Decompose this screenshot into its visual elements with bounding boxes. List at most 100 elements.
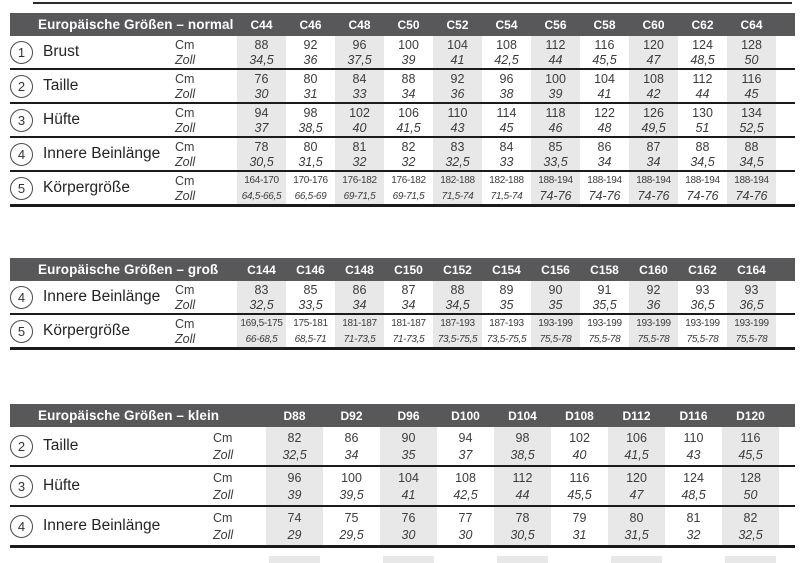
value-band: 193-199 75,5-78 xyxy=(678,315,727,347)
zoll-value: 64,5-66,5 xyxy=(241,190,282,202)
measure-label-cell: 2 Taille xyxy=(10,427,205,467)
cm-value: 193-199 xyxy=(538,317,573,329)
value-band: 124 48,5 xyxy=(665,467,722,505)
zoll-value: 43 xyxy=(686,447,701,462)
cm-value: 80 xyxy=(303,71,318,86)
zoll-value: 74-76 xyxy=(735,188,768,203)
value-cell-D96: 90 35 xyxy=(380,427,437,467)
unit-zoll-label: Zoll xyxy=(175,86,196,101)
zoll-value: 40 xyxy=(572,447,587,462)
cm-value: 181-187 xyxy=(342,317,377,329)
value-cell-D88: 82 32,5 xyxy=(266,427,323,467)
zoll-value: 46 xyxy=(548,120,563,135)
cm-value: 169,5-175 xyxy=(240,317,283,329)
size-header-C60: C60 xyxy=(629,13,678,36)
zoll-value: 33,5 xyxy=(298,297,323,312)
cm-value: 87 xyxy=(401,282,416,297)
value-cell-C52: 110 43 xyxy=(433,104,482,138)
value-band: 86 34 xyxy=(580,138,629,170)
value-band: 86 34 xyxy=(323,427,380,465)
value-band: 88 34,5 xyxy=(727,138,776,170)
value-band: 106 41,5 xyxy=(608,427,665,465)
cm-value: 82 xyxy=(743,510,758,525)
value-cell-C154: 89 35 xyxy=(482,281,531,315)
size-header-D120: D120 xyxy=(722,404,779,427)
cm-value: 92 xyxy=(303,37,318,52)
zoll-value: 36 xyxy=(646,297,661,312)
zoll-value: 38 xyxy=(499,86,514,101)
cm-value: 84 xyxy=(352,71,367,86)
zoll-value: 44 xyxy=(515,487,530,502)
cm-value: 86 xyxy=(352,282,367,297)
value-band: 124 48,5 xyxy=(678,36,727,68)
cm-value: 116 xyxy=(740,430,761,445)
value-cell-C46: 170-176 66,5-69 xyxy=(286,172,335,207)
cm-value: 124 xyxy=(683,470,704,485)
cm-value: 88 xyxy=(695,139,710,154)
value-cell-C164: 193-199 75,5-78 xyxy=(727,315,776,350)
zoll-value: 51 xyxy=(695,120,710,135)
value-cell-D100: 77 30 xyxy=(437,507,494,548)
value-cell-C46: 80 31 xyxy=(286,70,335,104)
unit-cm-label: Cm xyxy=(175,71,195,86)
value-cell-C156: 90 35 xyxy=(531,281,580,315)
size-header-D88: D88 xyxy=(266,404,323,427)
zoll-value: 69-71,5 xyxy=(343,190,376,202)
unit-cm-label: Cm xyxy=(175,139,195,154)
cm-value: 100 xyxy=(398,37,419,52)
zoll-value: 66-68,5 xyxy=(245,333,278,345)
zoll-value: 36 xyxy=(303,52,318,67)
measure-label-cell: 4 Innere Beinlänge xyxy=(10,138,175,172)
unit-labels-cell: Cm Zoll xyxy=(175,104,237,138)
zoll-value: 33,5 xyxy=(543,154,568,169)
value-band: 92 36 xyxy=(433,70,482,102)
cm-value: 83 xyxy=(254,282,269,297)
value-cell-C50: 82 32 xyxy=(384,138,433,172)
cm-value: 124 xyxy=(692,37,713,52)
size-header-C144: C144 xyxy=(237,258,286,281)
value-band: 85 33,5 xyxy=(531,138,580,170)
value-cell-C52: 83 32,5 xyxy=(433,138,482,172)
value-cell-C52: 92 36 xyxy=(433,70,482,104)
value-band: 112 44 xyxy=(531,36,580,68)
value-band: 120 47 xyxy=(608,467,665,505)
measure-label: 4 Innere Beinlänge xyxy=(10,142,175,166)
cm-value: 85 xyxy=(548,139,563,154)
value-band: 84 33 xyxy=(335,70,384,102)
cm-value: 188-194 xyxy=(685,174,720,186)
value-band: 102 40 xyxy=(335,104,384,136)
value-cell-D88: 96 39 xyxy=(266,467,323,507)
value-cell-C158: 91 35,5 xyxy=(580,281,629,315)
zoll-value: 38,5 xyxy=(510,447,535,462)
zoll-value: 35 xyxy=(548,297,563,312)
value-band: 100 39 xyxy=(531,70,580,102)
cm-value: 193-199 xyxy=(685,317,720,329)
unit-zoll-label: Zoll xyxy=(175,120,196,135)
measure-row-h-fte: 3 Hüfte Cm Zoll 96 39 100 39,5 104 41 108 42,5 112 44… xyxy=(10,467,795,507)
cm-value: 188-194 xyxy=(587,174,622,186)
cutoff-band xyxy=(611,556,662,563)
cm-value: 83 xyxy=(450,139,465,154)
size-header-C56: C56 xyxy=(531,13,580,36)
value-band: 100 39,5 xyxy=(323,467,380,505)
unit-labels-cell: Cm Zoll xyxy=(175,172,237,207)
zoll-value: 33 xyxy=(499,154,514,169)
value-band: 74 29 xyxy=(266,507,323,545)
measure-name: Innere Beinlänge xyxy=(43,288,161,305)
cm-value: 170-176 xyxy=(293,174,328,186)
unit-labels-cell: Cm Zoll xyxy=(175,315,237,350)
zoll-value: 39 xyxy=(548,86,563,101)
value-cell-C160: 92 36 xyxy=(629,281,678,315)
value-band: 112 44 xyxy=(678,70,727,102)
zoll-value: 45,5 xyxy=(738,447,763,462)
zoll-value: 34,5 xyxy=(249,52,274,67)
size-header-C164: C164 xyxy=(727,258,776,281)
cm-value: 176-182 xyxy=(342,174,377,186)
value-cell-C58: 122 48 xyxy=(580,104,629,138)
size-header-C58: C58 xyxy=(580,13,629,36)
value-band: 102 40 xyxy=(551,427,608,465)
value-cell-C54: 182-188 71,5-74 xyxy=(482,172,531,207)
table-title-normal: Europäische Größen – normal xyxy=(10,13,237,36)
measure-number-circle: 3 xyxy=(10,474,33,498)
cm-value: 100 xyxy=(341,470,362,485)
